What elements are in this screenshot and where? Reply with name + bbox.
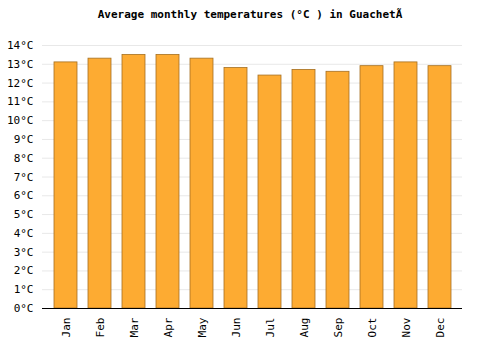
svg-text:13°C: 13°C — [7, 58, 34, 71]
svg-text:3°C: 3°C — [14, 246, 34, 259]
svg-text:11°C: 11°C — [7, 95, 34, 108]
svg-text:Sep: Sep — [332, 318, 345, 338]
svg-text:0°C: 0°C — [14, 302, 34, 315]
svg-text:10°C: 10°C — [7, 114, 34, 127]
svg-text:Oct: Oct — [366, 318, 379, 338]
svg-text:Dec: Dec — [434, 318, 447, 338]
svg-text:14°C: 14°C — [7, 39, 34, 52]
svg-text:Jan: Jan — [60, 318, 73, 338]
svg-text:Apr: Apr — [162, 317, 175, 337]
svg-text:Nov: Nov — [400, 317, 413, 337]
svg-text:Feb: Feb — [94, 318, 107, 338]
svg-text:6°C: 6°C — [14, 189, 34, 202]
svg-text:4°C: 4°C — [14, 227, 34, 240]
svg-text:Jun: Jun — [230, 318, 243, 338]
svg-text:Jul: Jul — [264, 318, 277, 338]
svg-text:1°C: 1°C — [14, 283, 34, 296]
svg-text:7°C: 7°C — [14, 171, 34, 184]
svg-text:5°C: 5°C — [14, 208, 34, 221]
svg-text:2°C: 2°C — [14, 264, 34, 277]
svg-text:Aug: Aug — [298, 318, 311, 338]
svg-text:Mar: Mar — [128, 317, 141, 337]
svg-text:May: May — [196, 317, 209, 337]
html-text:Average monthly temperatures (: Average monthly temperatures (°C ) in Gu… — [97, 8, 403, 21]
svg-text:12°C: 12°C — [7, 77, 34, 90]
svg-text:8°C: 8°C — [14, 152, 34, 165]
svg-text:9°C: 9°C — [14, 133, 34, 146]
